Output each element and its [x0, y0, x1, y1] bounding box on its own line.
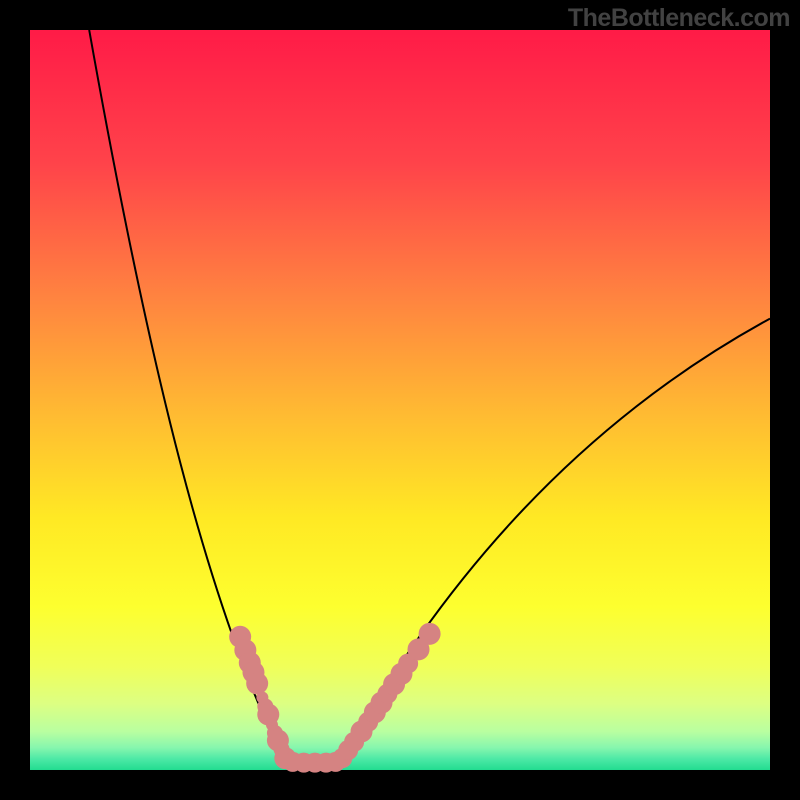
data-point-marker [419, 623, 441, 645]
chart-frame: TheBottleneck.com [0, 0, 800, 800]
data-point-marker [246, 672, 268, 694]
watermark-text: TheBottleneck.com [568, 4, 790, 33]
bottleneck-chart [0, 0, 800, 800]
